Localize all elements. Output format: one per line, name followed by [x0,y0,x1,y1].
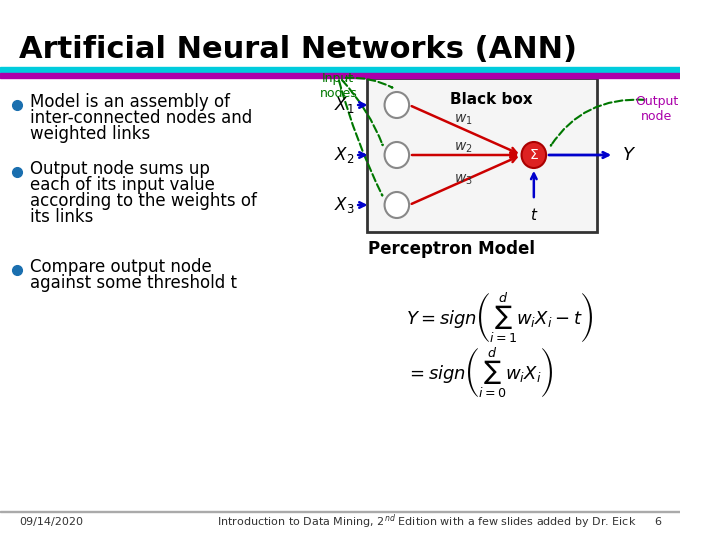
Bar [0,511,680,512]
Text: Introduction to Data Mining, 2$^{nd}$ Edition with a few slides added by Dr. Eic: Introduction to Data Mining, 2$^{nd}$ Ed… [217,512,636,531]
Text: Output
node: Output node [635,95,678,123]
FancyArrowPatch shape [551,99,644,146]
Text: Perceptron Model: Perceptron Model [369,240,536,258]
Text: Output node sums up: Output node sums up [30,160,210,178]
Text: against some threshold t: against some threshold t [30,274,237,292]
Text: Compare output node: Compare output node [30,258,212,276]
Text: 09/14/2020: 09/14/2020 [19,517,83,527]
FancyArrowPatch shape [342,80,383,145]
FancyBboxPatch shape [366,78,597,232]
FancyArrowPatch shape [346,78,392,87]
Text: weighted links: weighted links [30,125,150,143]
Text: $= sign\left(\sum_{i=0}^{d} w_i X_i\right)$: $= sign\left(\sum_{i=0}^{d} w_i X_i\righ… [406,345,554,400]
Text: Black box: Black box [450,92,533,107]
Bar [0,73,680,78]
Text: $w_1$: $w_1$ [454,113,472,127]
Text: Artificial Neural Networks (ANN): Artificial Neural Networks (ANN) [19,35,577,64]
Text: $Y$: $Y$ [621,146,636,164]
Text: Input
nodes: Input nodes [320,72,357,100]
Text: Model is an assembly of: Model is an assembly of [30,93,230,111]
Text: $\Sigma$: $\Sigma$ [529,148,539,162]
Circle shape [521,142,546,168]
Text: $X_2$: $X_2$ [334,145,354,165]
Circle shape [384,192,409,218]
Text: $X_3$: $X_3$ [333,195,354,215]
Text: inter-connected nodes and: inter-connected nodes and [30,109,253,127]
Text: $X_1$: $X_1$ [334,95,354,115]
Bar [0,67,680,72]
Text: according to the weights of: according to the weights of [30,192,257,210]
Text: 6: 6 [654,517,662,527]
Text: each of its input value: each of its input value [30,176,215,194]
Text: its links: its links [30,208,94,226]
Text: $w_2$: $w_2$ [454,141,472,155]
Circle shape [384,142,409,168]
Circle shape [384,92,409,118]
Text: $Y = sign\left(\sum_{i=1}^{d} w_i X_i - t\right)$: $Y = sign\left(\sum_{i=1}^{d} w_i X_i - … [406,290,594,345]
Text: $t$: $t$ [530,207,538,223]
Text: $w_3$: $w_3$ [454,173,472,187]
FancyArrowPatch shape [339,80,382,195]
